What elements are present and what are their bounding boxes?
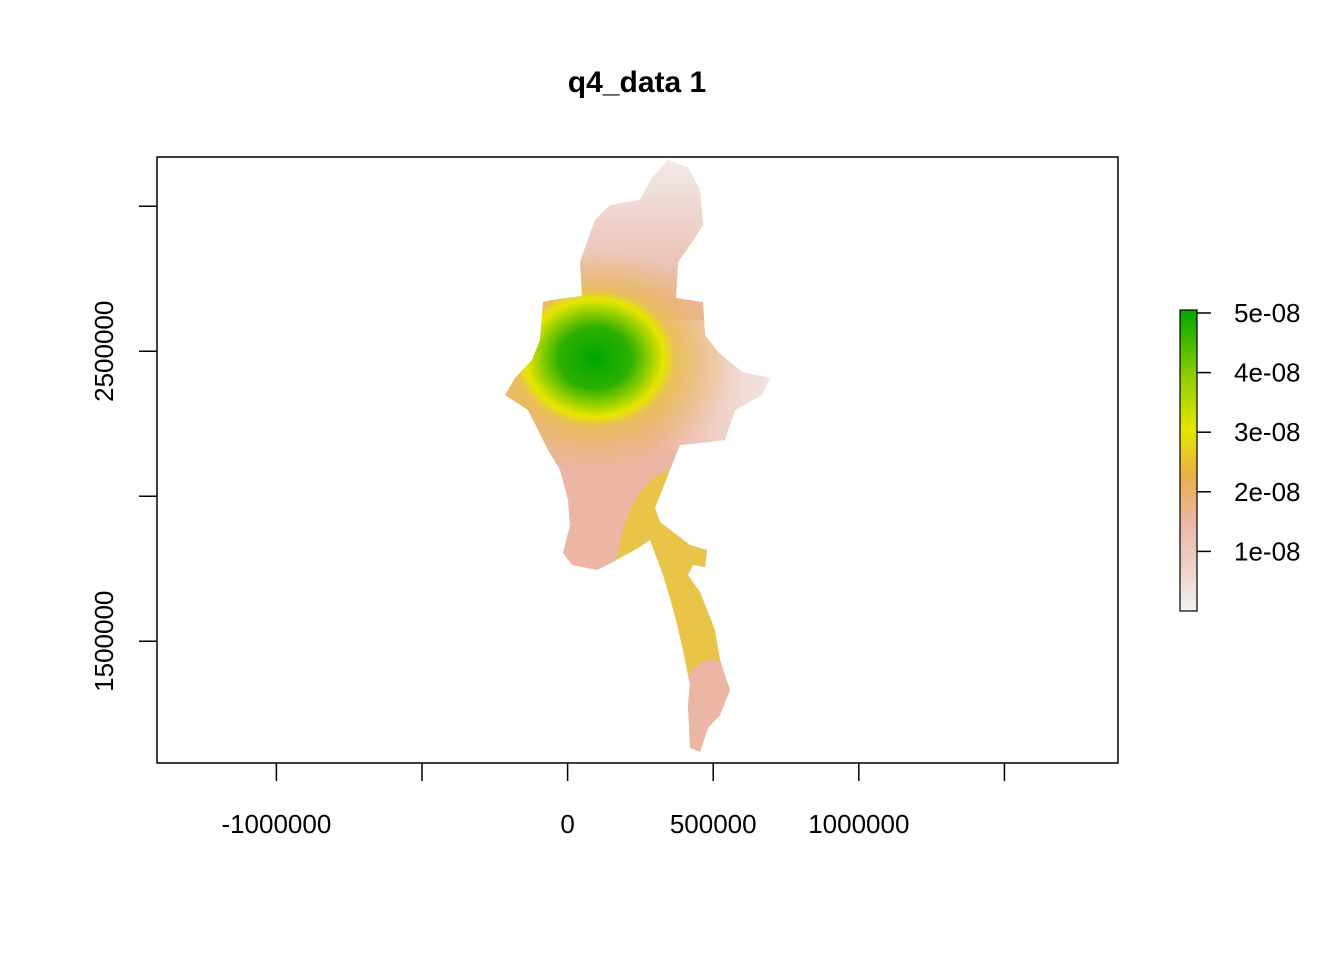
x-tick-label: 500000	[670, 809, 757, 839]
raster-peak	[515, 290, 675, 426]
y-tick-label: 2500000	[89, 301, 119, 402]
y-tick-label: 1500000	[89, 591, 119, 692]
legend: 1e-08 2e-08 3e-08 4e-08 5e-08	[1179, 298, 1301, 612]
legend-colorbar	[1179, 309, 1198, 612]
plot-frame	[156, 156, 1119, 764]
legend-tick-label: 3e-08	[1234, 417, 1301, 447]
y-axis: 1500000 2500000	[89, 205, 157, 692]
x-tick-label: -1000000	[221, 809, 331, 839]
x-axis: -1000000 0 500000 1000000	[221, 763, 1006, 839]
raster-tail	[682, 660, 742, 740]
legend-tick-label: 4e-08	[1234, 358, 1301, 388]
chart-title: q4_data 1	[568, 66, 706, 99]
legend-tick-label: 1e-08	[1234, 536, 1301, 566]
legend-tick-label: 5e-08	[1234, 298, 1301, 328]
x-tick-label: 0	[560, 809, 574, 839]
legend-tick-label: 2e-08	[1234, 477, 1301, 507]
legend-ticks: 1e-08 2e-08 3e-08 4e-08 5e-08	[1197, 298, 1301, 566]
density-raster	[505, 160, 770, 752]
x-tick-label: 1000000	[808, 809, 909, 839]
